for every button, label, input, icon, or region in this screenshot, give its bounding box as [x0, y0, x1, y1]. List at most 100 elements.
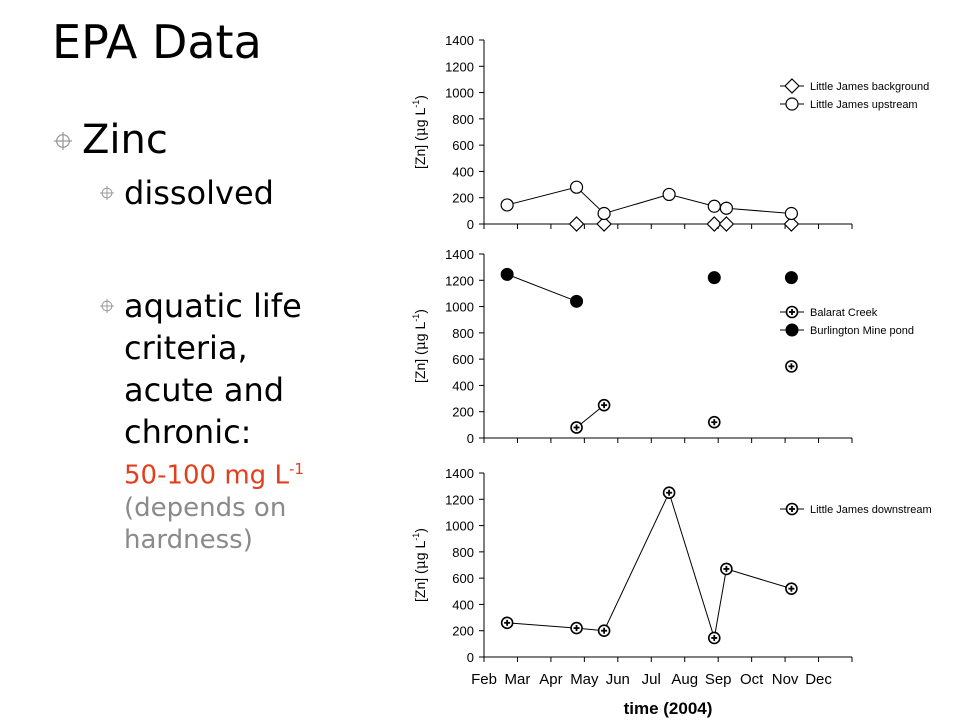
- data-point: [662, 187, 676, 202]
- series-little-james-background: [568, 216, 800, 232]
- y-axis-label-mu: μ: [413, 560, 429, 569]
- x-tick-label: Nov: [772, 671, 799, 688]
- series-burlington-mine-pond: [500, 267, 798, 308]
- y-tick-label: 0: [467, 217, 474, 232]
- series-little-james-upstream: [500, 180, 799, 221]
- data-point: [784, 206, 799, 221]
- data-point: [785, 97, 799, 111]
- criteria-value: 50-100 mg L-1: [124, 453, 364, 492]
- bullet-zinc: Zinc: [54, 112, 168, 168]
- y-tick-label: 1400: [445, 466, 474, 481]
- data-point: [500, 616, 514, 630]
- criteria-line: criteria,: [124, 329, 248, 367]
- data-point: [569, 180, 584, 194]
- x-tick-label: Jul: [642, 671, 661, 688]
- series-line: [507, 491, 792, 639]
- chart-panel-3: 0 200 400 600 800 1000 1200 1400 Feb Mar Apr May Jun…: [411, 466, 932, 688]
- y-tick-label: 400: [452, 378, 474, 393]
- y-tick-label: 0: [467, 650, 474, 665]
- y-axis-label-suffix: ): [412, 528, 428, 533]
- y-tick-label: 400: [452, 597, 474, 612]
- y-axis-label-unit: g L: [412, 108, 428, 128]
- y-axis-label-exponent: -1: [411, 100, 421, 108]
- x-axis-label: time (2004): [624, 699, 713, 718]
- bullet-dissolved: dissolved: [100, 172, 274, 214]
- slide-title: EPA Data: [52, 15, 262, 69]
- criteria-value-text: 50-100 mg L: [124, 460, 289, 491]
- data-point: [500, 198, 514, 212]
- data-point: [570, 621, 583, 635]
- y-tick-label: 1400: [445, 33, 474, 48]
- y-tick-label: 1200: [445, 273, 474, 288]
- legend-entry: Little James downstream: [780, 502, 932, 516]
- x-tick-label: Apr: [539, 671, 562, 688]
- data-point: [707, 199, 721, 213]
- y-tick-label: 1200: [445, 59, 474, 74]
- y-tick-label: 200: [452, 191, 474, 206]
- data-point: [784, 271, 798, 285]
- y-axis-label-exponent: -1: [411, 533, 421, 541]
- x-tick-label: Dec: [805, 671, 832, 688]
- data-point: [785, 582, 798, 595]
- data-point: [570, 294, 584, 308]
- bullet-crosshair-icon: [100, 299, 114, 313]
- data-point: [707, 631, 721, 645]
- bullet-crosshair-icon: [100, 186, 114, 200]
- series-line: [506, 273, 577, 302]
- y-axis-label-unit: g L: [412, 322, 428, 342]
- data-point: [720, 562, 733, 576]
- y-axis-label-prefix: [Zn] (: [412, 136, 428, 169]
- y-axis-label: [Zn] (μg L-1): [411, 309, 429, 383]
- criteria-line: acute and: [124, 371, 285, 409]
- data-point: [568, 216, 585, 232]
- series-little-james-downstream: [500, 486, 798, 645]
- x-tick-label: Mar: [505, 671, 531, 688]
- legend-label: Little James downstream: [810, 504, 932, 516]
- criteria-line: aquatic life: [124, 287, 302, 325]
- data-point: [718, 216, 735, 232]
- y-tick-label: 1000: [445, 86, 474, 101]
- y-tick-label: 800: [452, 112, 474, 127]
- chart-panel-1: 0 200 400 600 800 1000 1200 1400 [Zn] (μg L-1) Li…: [411, 33, 929, 232]
- legend-entry: Burlington Mine pond: [780, 323, 914, 337]
- data-point: [597, 206, 611, 221]
- legend-entry: Little James background: [780, 78, 929, 94]
- x-tick-label: Feb: [471, 671, 497, 688]
- y-tick-label: 200: [452, 624, 474, 639]
- criteria-text-block: aquatic life criteria, acute and chronic…: [124, 285, 364, 556]
- hardness-note: hardness): [124, 524, 253, 555]
- data-point: [719, 201, 733, 215]
- data-point: [596, 216, 612, 232]
- y-tick-label: 600: [452, 571, 474, 586]
- y-axis-label-suffix: ): [412, 309, 428, 314]
- y-tick-label: 0: [467, 431, 474, 446]
- legend-label: Little James background: [810, 81, 929, 93]
- y-axis-label: [Zn] (μg L-1): [411, 95, 429, 169]
- y-axis-label-prefix: [Zn] (: [412, 350, 428, 383]
- data-point: [570, 421, 583, 434]
- criteria-value-exponent: -1: [288, 460, 304, 478]
- y-tick-label: 1200: [445, 492, 474, 507]
- hardness-note: (depends on: [124, 492, 287, 523]
- x-tick-label: Sep: [705, 671, 732, 688]
- y-axis-label-unit: g L: [412, 541, 428, 561]
- data-point: [706, 216, 723, 232]
- bullet-crosshair-icon: [54, 132, 72, 150]
- y-axis-label-exponent: -1: [411, 314, 421, 322]
- data-point: [707, 415, 721, 429]
- y-axis-label-suffix: ): [412, 95, 428, 100]
- data-point: [785, 323, 799, 337]
- bullet-dissolved-label: dissolved: [124, 174, 274, 212]
- data-point: [783, 216, 800, 232]
- data-point: [662, 486, 676, 500]
- y-tick-label: 800: [452, 326, 474, 341]
- legend-label: Balarat Creek: [810, 307, 878, 319]
- data-point: [785, 305, 799, 319]
- x-tick-label: Aug: [671, 671, 698, 688]
- data-point: [597, 624, 611, 638]
- data-point: [707, 271, 721, 285]
- y-axis-label-mu: μ: [413, 127, 429, 136]
- data-point: [784, 78, 800, 94]
- data-point: [785, 502, 799, 516]
